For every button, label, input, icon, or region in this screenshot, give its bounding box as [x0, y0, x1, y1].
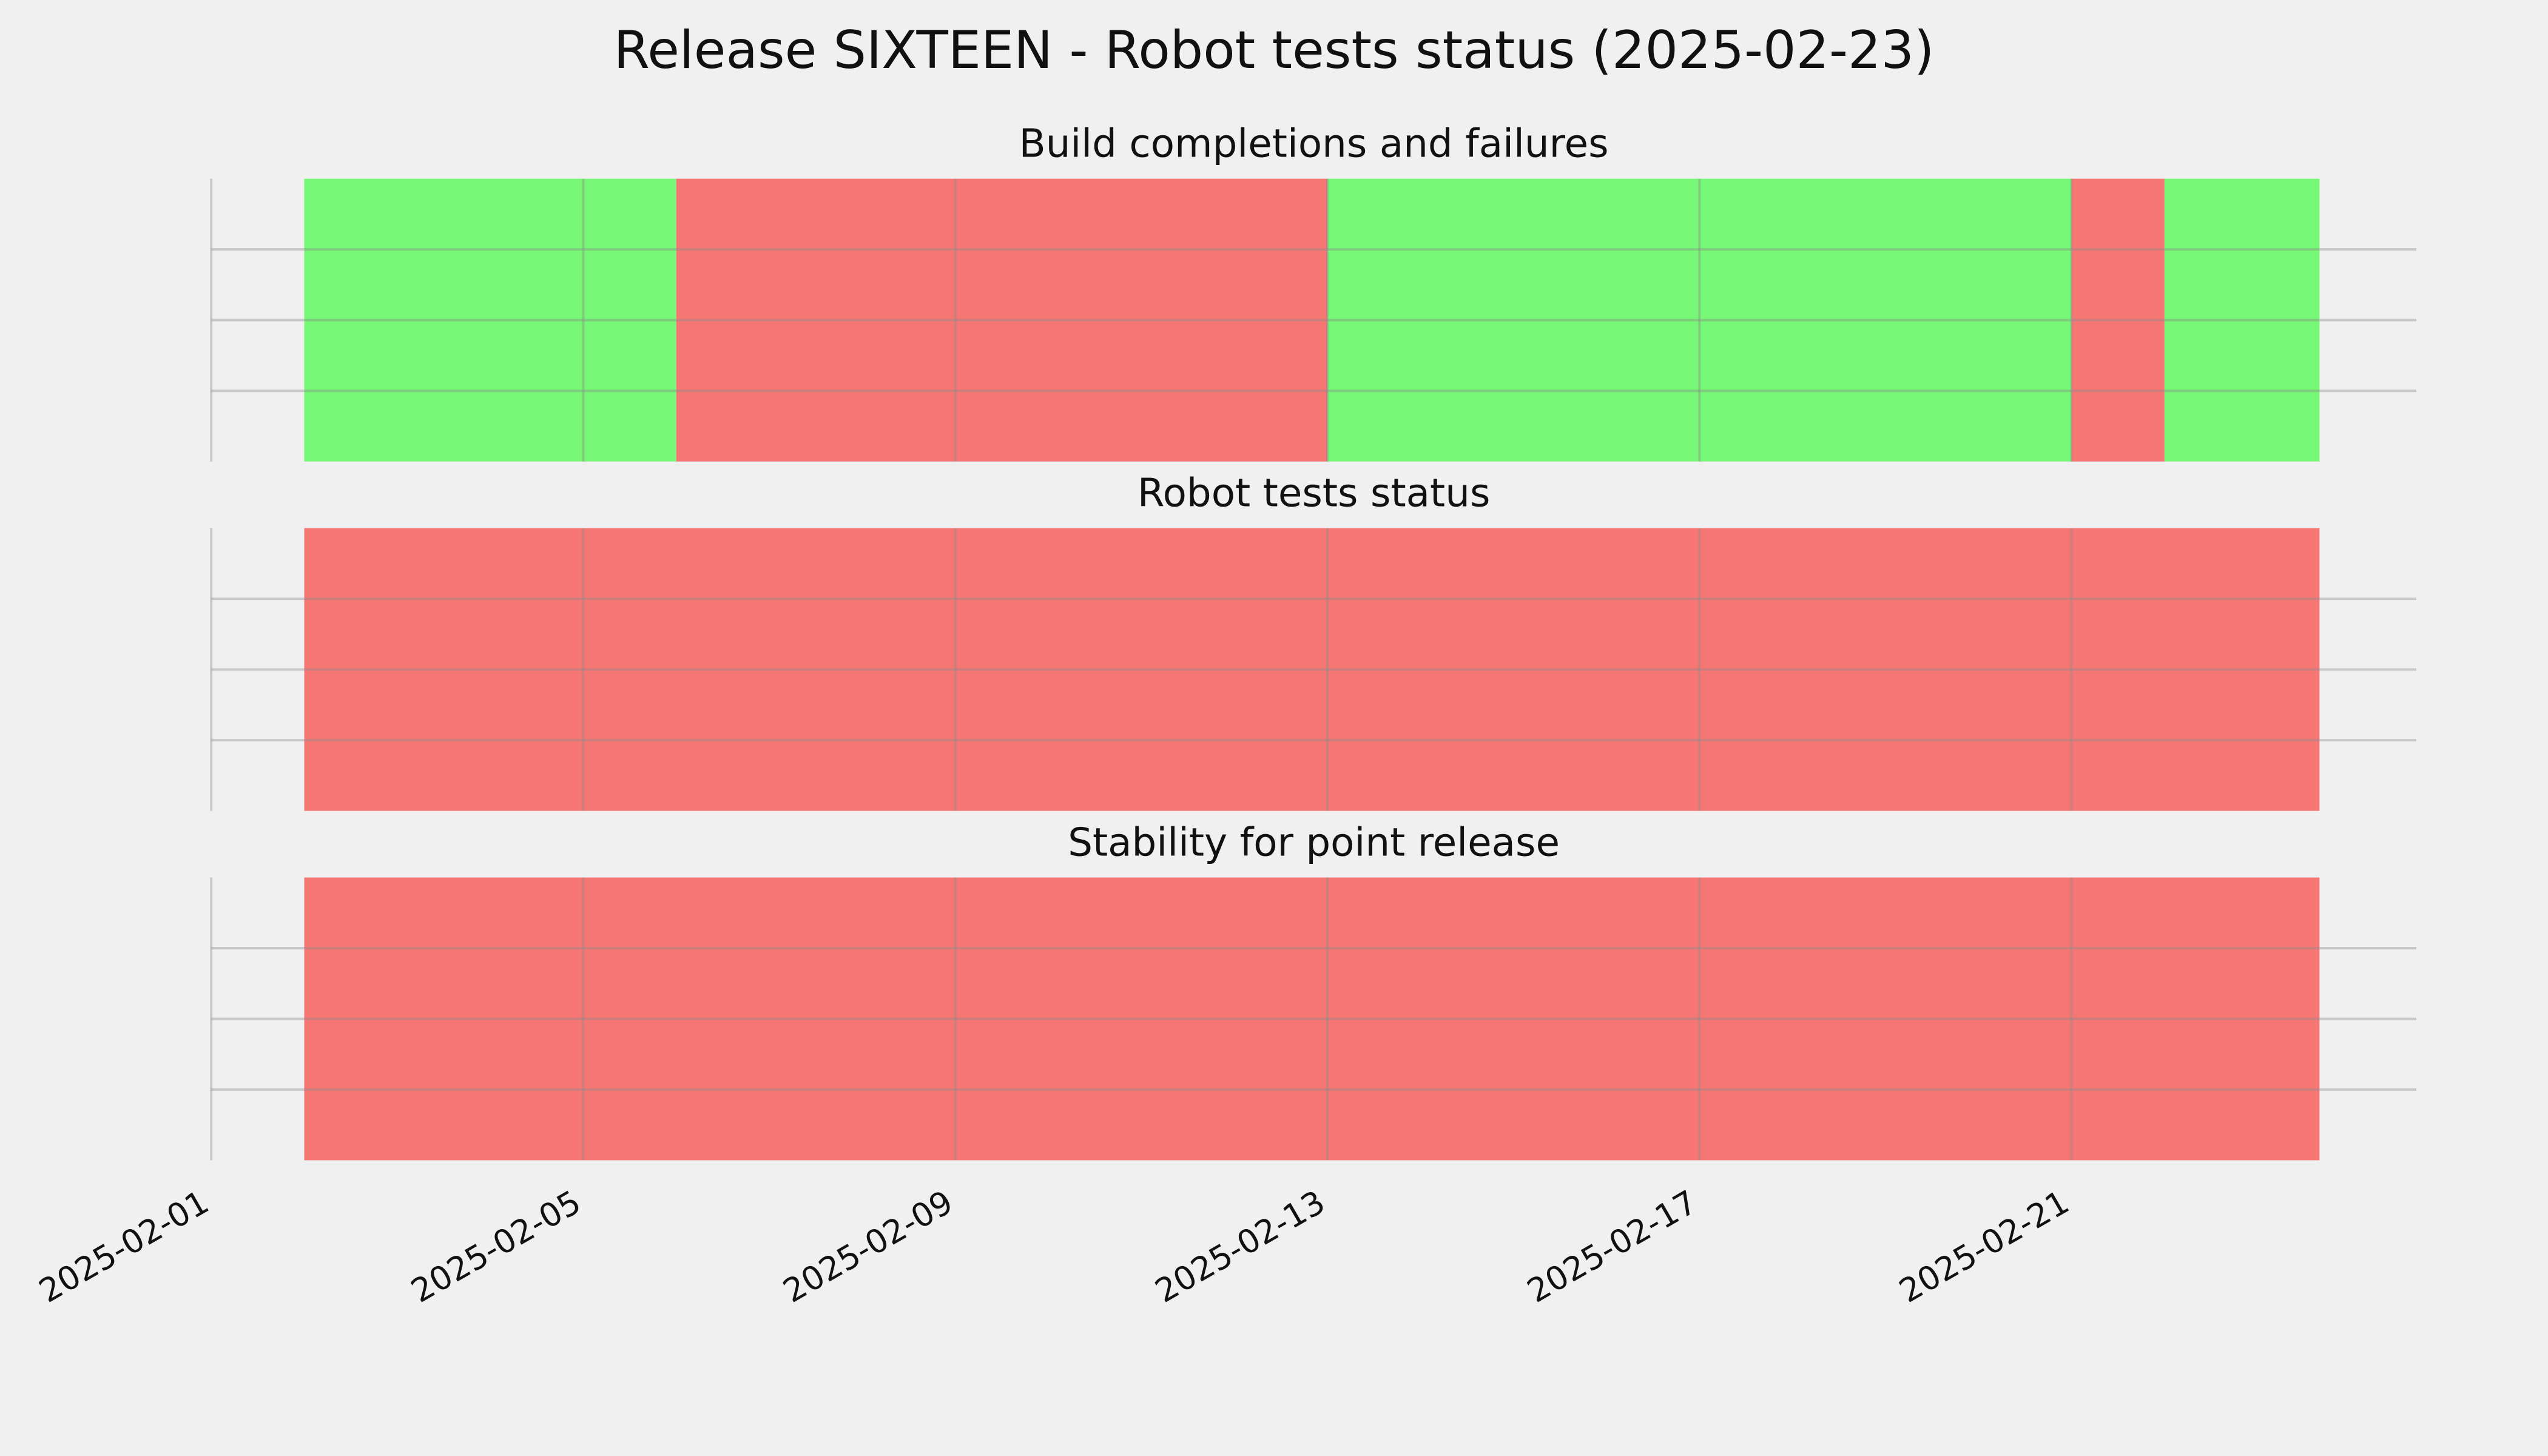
status-span: [304, 178, 676, 462]
subplot-title: Stability for point release: [1068, 820, 1560, 865]
status-span: [1327, 178, 2072, 462]
subplot-title: Build completions and failures: [1019, 121, 1609, 167]
status-span: [2071, 178, 2165, 462]
status-span: [676, 178, 1327, 462]
status-span: [304, 877, 2320, 1161]
subplot-title: Robot tests status: [1138, 471, 1491, 516]
status-span: [2164, 178, 2320, 462]
status-span: [304, 528, 2320, 811]
chart-title: Release SIXTEEN - Robot tests status (20…: [614, 20, 1935, 81]
